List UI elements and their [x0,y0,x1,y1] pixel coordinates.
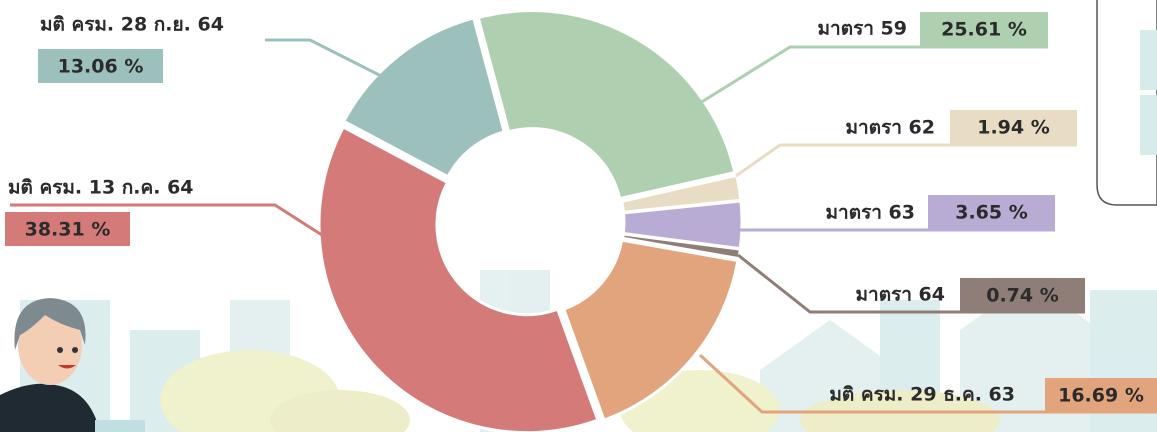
value-label: 16.69 % [1058,385,1144,407]
category-label: มาตรา 64 [856,284,945,306]
value-label: 25.61 % [941,19,1027,41]
leader-line [700,47,1048,103]
donut-slice [319,127,598,432]
chart: มาตรา 59 25.61 % มาตรา 62 1.94 % มาตรา 63 3.6… [0,0,1157,432]
donut-slice [478,11,735,199]
category-label: มติ ครม. 13 ก.ค. 64 [8,177,194,199]
category-label: มติ ครม. 29 ธ.ค. 63 [829,384,1015,406]
value-label: 13.06 % [58,56,144,78]
category-label: มาตรา 63 [826,202,915,224]
panel-cell [1140,30,1157,90]
category-label: มาตรา 59 [818,18,907,40]
leader-line [736,145,1077,176]
panel-cell [1140,95,1157,155]
leader-line [265,40,385,78]
category-label: มาตรา 62 [846,117,935,139]
category-label: มติ ครม. 28 ก.ย. 64 [40,14,224,36]
value-label: 1.94 % [977,117,1050,139]
value-label: 38.31 % [25,219,111,241]
value-label: 3.65 % [955,202,1028,224]
value-label: 0.74 % [986,285,1059,307]
